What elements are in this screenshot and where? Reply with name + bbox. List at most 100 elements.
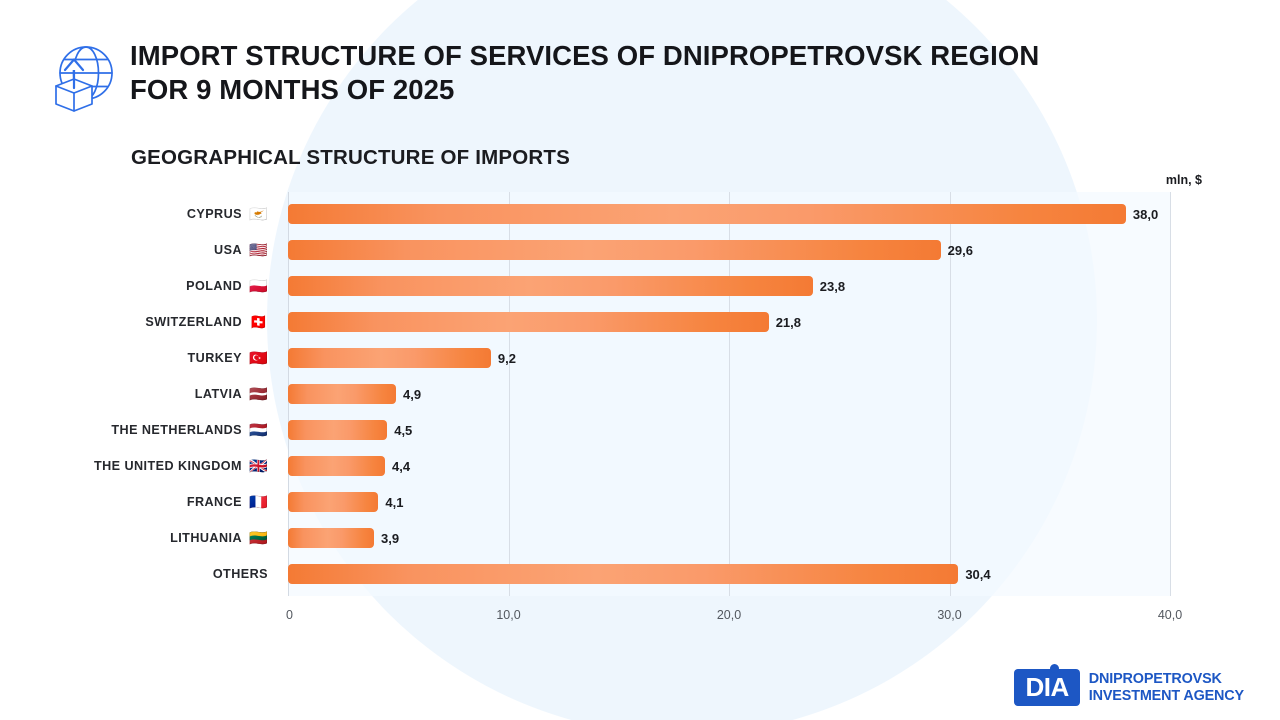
category-name: LITHUANIA (170, 531, 242, 545)
bar-rows: CYPRUS 🇨🇾 38,0 USA 🇺🇸 29,6 POLAND 🇵🇱 23,8 SWITZER… (0, 192, 1280, 596)
bar-value-label: 4,1 (385, 494, 404, 510)
bar-container: 4,1 (288, 484, 403, 520)
bar[interactable] (288, 348, 491, 368)
category-label: CYPRUS 🇨🇾 (187, 196, 268, 232)
bar-container: 9,2 (288, 340, 516, 376)
bar-container: 4,4 (288, 448, 410, 484)
category-label: LITHUANIA 🇱🇹 (170, 520, 268, 556)
bar-container: 38,0 (288, 196, 1158, 232)
x-tick-label: 20,0 (716, 608, 742, 622)
category-name: TURKEY (187, 351, 242, 365)
section-title: GEOGRAPHICAL STRUCTURE OF IMPORTS (131, 146, 571, 169)
category-label: TURKEY 🇹🇷 (188, 340, 268, 376)
category-name: THE NETHERLANDS (111, 423, 242, 437)
category-label: FRANCE 🇫🇷 (187, 484, 268, 520)
flag-icon: 🇫🇷 (249, 493, 268, 511)
bar[interactable] (288, 204, 1126, 224)
bar-row: TURKEY 🇹🇷 9,2 (0, 340, 1280, 376)
category-label: USA 🇺🇸 (214, 232, 268, 268)
flag-icon: 🇺🇸 (249, 241, 268, 259)
dia-logo[interactable]: DIA DNIPROPETROVSK INVESTMENT AGENCY (1014, 664, 1244, 706)
bar-value-label: 9,2 (497, 350, 516, 366)
bar-value-label: 4,9 (403, 386, 422, 402)
category-name: FRANCE (186, 495, 242, 509)
header: IMPORT STRUCTURE OF SERVICES OF DNIPROPE… (0, 0, 1280, 130)
globe-export-box-icon (44, 42, 118, 116)
gridline-40 (1170, 192, 1171, 596)
gridline-30 (949, 192, 951, 596)
flag-icon: 🇨🇭 (249, 313, 268, 331)
bar-value-label: 21,8 (775, 314, 801, 330)
bar-container: 4,9 (288, 376, 421, 412)
bar-container: 3,9 (288, 520, 399, 556)
bar-container: 21,8 (288, 304, 801, 340)
bar-value-label: 4,4 (392, 458, 411, 474)
bar-value-label: 3,9 (380, 530, 400, 546)
bar-row: THE NETHERLANDS 🇳🇱 4,5 (0, 412, 1280, 448)
bar-row: USA 🇺🇸 29,6 (0, 232, 1280, 268)
bar[interactable] (288, 456, 386, 476)
bar-value-label: 4,5 (394, 422, 413, 438)
bar[interactable] (288, 384, 397, 404)
x-tick-label: 40,0 (1157, 608, 1183, 622)
dia-logo-line1: DNIPROPETROVSK (1088, 671, 1222, 687)
bar-container: 29,6 (288, 232, 973, 268)
flag-icon: 🇱🇹 (249, 529, 268, 547)
flag-icon: 🇹🇷 (249, 349, 268, 367)
bar[interactable] (288, 240, 941, 260)
bar-row: FRANCE 🇫🇷 4,1 (0, 484, 1280, 520)
category-name: THE UNITED KINGDOM (93, 459, 242, 473)
bar-row: LATVIA 🇱🇻 4,9 (0, 376, 1280, 412)
bar-row: CYPRUS 🇨🇾 38,0 (0, 196, 1280, 232)
dia-logo-mark-text: DIA (1025, 672, 1069, 702)
gridline-10 (508, 192, 510, 596)
bar[interactable] (288, 276, 813, 296)
bar-value-label: 23,8 (819, 278, 846, 294)
bar[interactable] (288, 528, 374, 548)
category-name: USA (214, 243, 242, 257)
bar-container: 4,5 (288, 412, 412, 448)
x-tick-label: 10,0 (496, 608, 521, 622)
bar-container: 30,4 (288, 556, 991, 592)
dia-logo-text: DNIPROPETROVSK INVESTMENT AGENCY (1089, 671, 1244, 704)
category-label: POLAND 🇵🇱 (186, 268, 268, 304)
category-name: POLAND (186, 279, 242, 293)
bar[interactable] (288, 492, 379, 512)
bar-value-label: 30,4 (965, 566, 991, 582)
bar-row: THE UNITED KINGDOM 🇬🇧 4,4 (0, 448, 1280, 484)
dia-logo-dot-icon (1050, 664, 1060, 673)
bar[interactable] (288, 420, 388, 440)
flag-icon: 🇬🇧 (249, 457, 268, 475)
x-tick-label: 30,0 (937, 608, 962, 622)
category-label: OTHERS (213, 556, 268, 592)
category-name: SWITZERLAND (145, 315, 242, 329)
x-axis: 0 10,0 20,0 30,0 40,0 (286, 596, 1182, 630)
category-name: OTHERS (212, 567, 268, 581)
bar-chart: CYPRUS 🇨🇾 38,0 USA 🇺🇸 29,6 POLAND 🇵🇱 23,8 SWITZER… (0, 192, 1280, 632)
flag-icon: 🇱🇻 (249, 385, 268, 403)
dia-logo-mark: DIA (1014, 664, 1080, 706)
flag-icon: 🇵🇱 (249, 277, 268, 295)
category-label: LATVIA 🇱🇻 (195, 376, 268, 412)
page-title: IMPORT STRUCTURE OF SERVICES OF DNIPROPE… (130, 40, 1040, 105)
bar-row: OTHERS 30,4 (0, 556, 1280, 592)
category-label: THE UNITED KINGDOM 🇬🇧 (94, 448, 268, 484)
category-name: CYPRUS (186, 207, 242, 221)
flag-icon: 🇨🇾 (249, 205, 268, 223)
bar-value-label: 38,0 (1132, 206, 1159, 222)
bar-row: SWITZERLAND 🇨🇭 21,8 (0, 304, 1280, 340)
flag-icon: 🇳🇱 (249, 421, 268, 439)
gridline-20 (729, 192, 730, 596)
dia-logo-line2: INVESTMENT AGENCY (1088, 687, 1244, 704)
axis-unit-label: mln, $ (1165, 173, 1202, 187)
category-label: THE NETHERLANDS 🇳🇱 (111, 412, 268, 448)
bar-row: LITHUANIA 🇱🇹 3,9 (0, 520, 1280, 556)
bar-row: POLAND 🇵🇱 23,8 (0, 268, 1280, 304)
category-name: LATVIA (194, 387, 242, 401)
category-label: SWITZERLAND 🇨🇭 (145, 304, 268, 340)
bar[interactable] (288, 564, 959, 584)
x-tick-label: 0 (286, 608, 293, 622)
bar[interactable] (288, 312, 769, 332)
bar-value-label: 29,6 (947, 242, 973, 258)
